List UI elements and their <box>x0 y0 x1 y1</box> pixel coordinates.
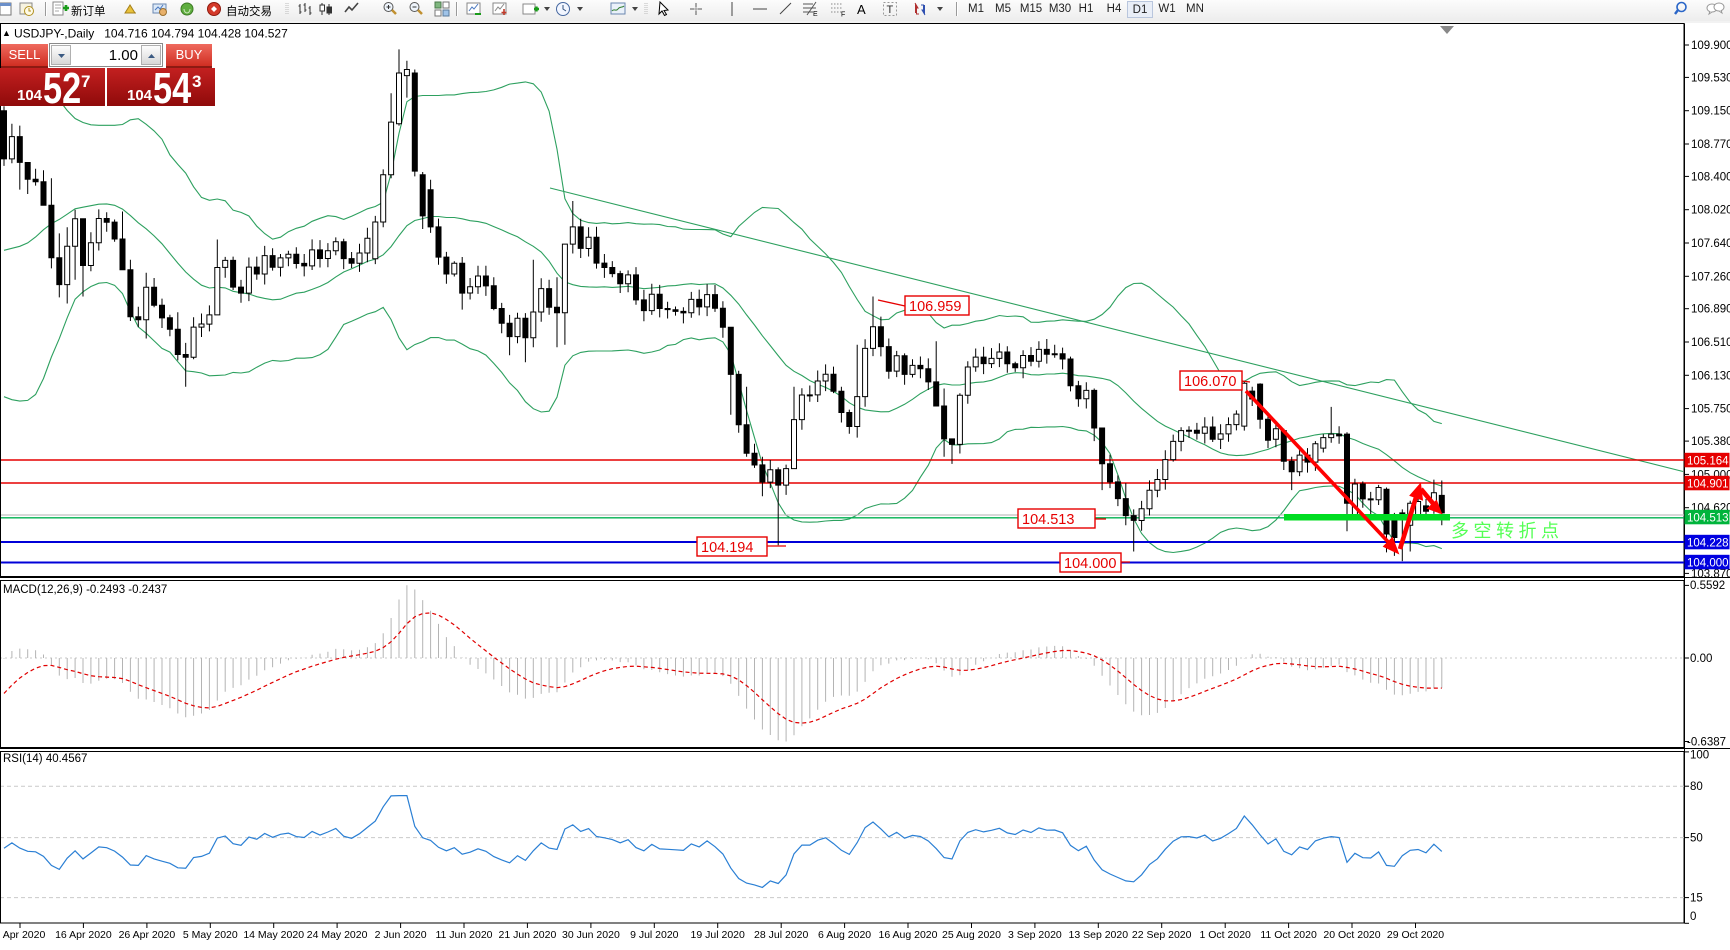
svg-text:106.130: 106.130 <box>1691 370 1730 382</box>
svg-text:103.870: 103.870 <box>1691 568 1730 580</box>
svg-text:107.260: 107.260 <box>1691 271 1730 283</box>
svg-text:19 Jul 2020: 19 Jul 2020 <box>691 929 745 941</box>
svg-text:109.150: 109.150 <box>1691 106 1730 118</box>
svg-text:2 Jun 2020: 2 Jun 2020 <box>375 929 427 941</box>
svg-text:16 Aug 2020: 16 Aug 2020 <box>879 929 938 941</box>
svg-text:F: F <box>841 12 845 18</box>
svg-text:16 Apr 2020: 16 Apr 2020 <box>55 929 112 941</box>
svg-text:25 Aug 2020: 25 Aug 2020 <box>942 929 1001 941</box>
svg-text:E: E <box>813 11 818 17</box>
svg-text:50: 50 <box>1690 833 1703 845</box>
svg-text:0.5592: 0.5592 <box>1690 580 1725 592</box>
svg-text:Apr 2020: Apr 2020 <box>3 929 46 941</box>
svg-text:29 Oct 2020: 29 Oct 2020 <box>1387 929 1444 941</box>
svg-text:0: 0 <box>1690 911 1696 923</box>
svg-text:21 Jun 2020: 21 Jun 2020 <box>498 929 556 941</box>
svg-text:3 Sep 2020: 3 Sep 2020 <box>1008 929 1062 941</box>
svg-text:6 Aug 2020: 6 Aug 2020 <box>818 929 871 941</box>
svg-text:14 May 2020: 14 May 2020 <box>243 929 304 941</box>
svg-text:11 Oct 2020: 11 Oct 2020 <box>1260 929 1317 941</box>
svg-text:▲: ▲ <box>2 28 11 38</box>
svg-text:USDJPY-,Daily 104.716 104.79: USDJPY-,Daily 104.716 104.794 104.428 10… <box>14 27 288 41</box>
svg-text:-0.6387: -0.6387 <box>1687 737 1726 749</box>
svg-text:MACD(12,26,9) -0.2493 -0.2437: MACD(12,26,9) -0.2493 -0.2437 <box>3 584 167 596</box>
svg-text:15: 15 <box>1690 893 1703 905</box>
svg-text:28 Jul 2020: 28 Jul 2020 <box>754 929 808 941</box>
svg-text:105.380: 105.380 <box>1691 436 1730 448</box>
svg-text:RSI(14) 40.4567: RSI(14) 40.4567 <box>3 753 87 765</box>
svg-text:9 Jul 2020: 9 Jul 2020 <box>630 929 679 941</box>
svg-text:100: 100 <box>1690 750 1709 762</box>
svg-text:多空转折点: 多空转折点 <box>1451 521 1564 541</box>
svg-text:104.194: 104.194 <box>701 540 753 556</box>
svg-text:11 Jun 2020: 11 Jun 2020 <box>435 929 492 941</box>
svg-text:109.900: 109.900 <box>1691 40 1730 52</box>
svg-text:106.070: 106.070 <box>1184 374 1236 390</box>
svg-text:104.513: 104.513 <box>1022 512 1074 528</box>
svg-text:26 Apr 2020: 26 Apr 2020 <box>119 929 176 941</box>
svg-text:104.228: 104.228 <box>1687 537 1729 549</box>
svg-text:104.901: 104.901 <box>1687 478 1729 490</box>
svg-text:104.000: 104.000 <box>1687 557 1729 569</box>
svg-text:104.513: 104.513 <box>1687 512 1729 524</box>
svg-text:13 Sep 2020: 13 Sep 2020 <box>1069 929 1129 941</box>
svg-text:105.750: 105.750 <box>1691 404 1730 416</box>
svg-text:108.020: 108.020 <box>1691 205 1730 217</box>
svg-text:104.000: 104.000 <box>1064 556 1116 572</box>
svg-text:5 May 2020: 5 May 2020 <box>183 929 238 941</box>
svg-text:20 Oct 2020: 20 Oct 2020 <box>1323 929 1380 941</box>
svg-text:0.00: 0.00 <box>1690 653 1712 665</box>
svg-text:107.640: 107.640 <box>1691 238 1730 250</box>
svg-text:106.890: 106.890 <box>1691 304 1730 316</box>
svg-text:106.510: 106.510 <box>1691 337 1730 349</box>
svg-text:105.164: 105.164 <box>1687 455 1729 467</box>
svg-text:108.770: 108.770 <box>1691 139 1730 151</box>
svg-text:106.959: 106.959 <box>909 299 961 315</box>
svg-text:109.530: 109.530 <box>1691 72 1730 84</box>
svg-text:30 Jun 2020: 30 Jun 2020 <box>562 929 620 941</box>
svg-text:22 Sep 2020: 22 Sep 2020 <box>1132 929 1192 941</box>
svg-text:1 Oct 2020: 1 Oct 2020 <box>1200 929 1252 941</box>
svg-text:T: T <box>887 4 894 16</box>
svg-text:24 May 2020: 24 May 2020 <box>307 929 368 941</box>
svg-text:108.400: 108.400 <box>1691 171 1730 183</box>
svg-text:80: 80 <box>1690 781 1703 793</box>
